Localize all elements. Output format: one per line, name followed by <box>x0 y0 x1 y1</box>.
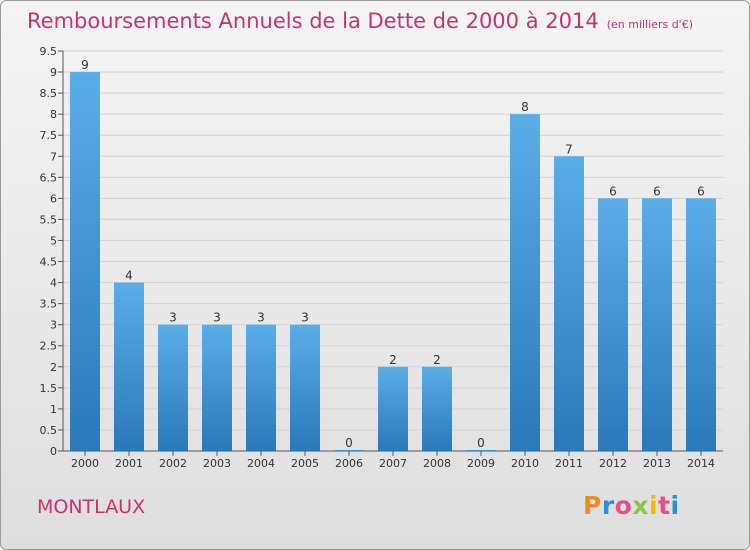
y-tick-label: 4.5 <box>40 256 58 269</box>
bars <box>70 72 716 451</box>
x-tick-label: 2009 <box>467 457 495 470</box>
y-tick-label: 7.5 <box>40 129 58 142</box>
y-tick-label: 0.5 <box>40 424 58 437</box>
bar-value-label: 3 <box>257 311 265 325</box>
y-tick-label: 1 <box>50 403 57 416</box>
x-tick-label: 2007 <box>379 457 407 470</box>
chart-title-block: Remboursements Annuels de la Dette de 20… <box>27 9 693 33</box>
x-tick-label: 2001 <box>115 457 143 470</box>
bar <box>686 198 716 451</box>
bar-value-label: 2 <box>433 353 441 367</box>
bar <box>290 324 320 451</box>
y-tick-label: 9.5 <box>40 45 58 58</box>
logo-letter: i <box>649 491 659 520</box>
bar-value-label: 7 <box>565 142 573 156</box>
bar-value-label: 2 <box>389 353 397 367</box>
y-tick-label: 6 <box>50 192 57 205</box>
bar-value-labels: 9 4 3 3 3 3 0 2 2 0 8 7 6 6 6 <box>81 58 705 450</box>
chart-subtitle: (en milliers d'€) <box>606 18 693 31</box>
bar <box>510 114 540 451</box>
y-tick-label: 5 <box>50 234 57 247</box>
bar <box>422 366 452 451</box>
bar-value-label: 8 <box>521 100 529 114</box>
x-tick-label: 2006 <box>335 457 363 470</box>
x-tick-label: 2004 <box>247 457 275 470</box>
bar-value-label: 6 <box>609 184 617 198</box>
y-tick-label: 9 <box>50 66 57 79</box>
bar <box>554 156 584 451</box>
x-tick-label: 2010 <box>511 457 539 470</box>
x-tick-label: 2013 <box>643 457 671 470</box>
bar-value-label: 3 <box>169 311 177 325</box>
bar-value-label: 6 <box>697 184 705 198</box>
x-tick-label: 2003 <box>203 457 231 470</box>
bar-value-label: 0 <box>477 436 485 450</box>
bar-value-label: 3 <box>213 311 221 325</box>
bar <box>70 72 100 451</box>
y-tick-label: 0 <box>50 445 57 458</box>
bar <box>378 366 408 451</box>
y-tick-label: 4 <box>50 277 57 290</box>
bar <box>642 198 672 451</box>
bar-value-label: 4 <box>125 269 133 283</box>
bar <box>246 324 276 451</box>
chart-title: Remboursements Annuels de la Dette de 20… <box>27 9 599 33</box>
bar <box>158 324 188 451</box>
bar <box>334 450 364 451</box>
logo-letter: o <box>614 491 633 520</box>
y-tick-label: 3 <box>50 319 57 332</box>
y-tick-label: 6.5 <box>40 171 58 184</box>
x-tick-label: 2002 <box>159 457 187 470</box>
bar <box>466 450 496 451</box>
y-tick-label: 8.5 <box>40 87 58 100</box>
x-tick-label: 2014 <box>687 457 715 470</box>
logo-letter: r <box>601 491 615 520</box>
y-tick-label: 8 <box>50 108 57 121</box>
y-tick-labels: 0 0.5 1 1.5 2 2.5 3 3.5 4 4.5 5 5.5 6 6.5 7 7.5 8 8.5 9 9.5 <box>40 45 58 458</box>
logo-letter: i <box>670 491 680 520</box>
x-tick-labels: 2000 2001 2002 2003 2004 2005 2006 2007 2008 2009… <box>71 457 715 470</box>
y-tick-label: 7 <box>50 150 57 163</box>
proxiti-logo: Proxiti <box>583 491 680 520</box>
logo-letter: x <box>632 491 649 520</box>
bar-value-label: 3 <box>301 311 309 325</box>
x-tick-label: 2008 <box>423 457 451 470</box>
bar <box>598 198 628 451</box>
bar-value-label: 9 <box>81 58 89 72</box>
logo-letter: P <box>583 491 602 520</box>
y-tick-label: 1.5 <box>40 382 58 395</box>
x-tick-label: 2000 <box>71 457 99 470</box>
y-tick-label: 5.5 <box>40 213 58 226</box>
bar-value-label: 0 <box>345 436 353 450</box>
x-tick-label: 2011 <box>555 457 583 470</box>
commune-name: MONTLAUX <box>37 496 146 518</box>
y-tick-label: 3.5 <box>40 298 58 311</box>
bar <box>202 324 232 451</box>
bar <box>114 282 144 451</box>
y-tick-label: 2 <box>50 361 57 374</box>
x-tick-label: 2012 <box>599 457 627 470</box>
y-tick-label: 2.5 <box>40 340 58 353</box>
bar-value-label: 6 <box>653 184 661 198</box>
logo-letter: t <box>658 491 671 520</box>
x-tick-label: 2005 <box>291 457 319 470</box>
